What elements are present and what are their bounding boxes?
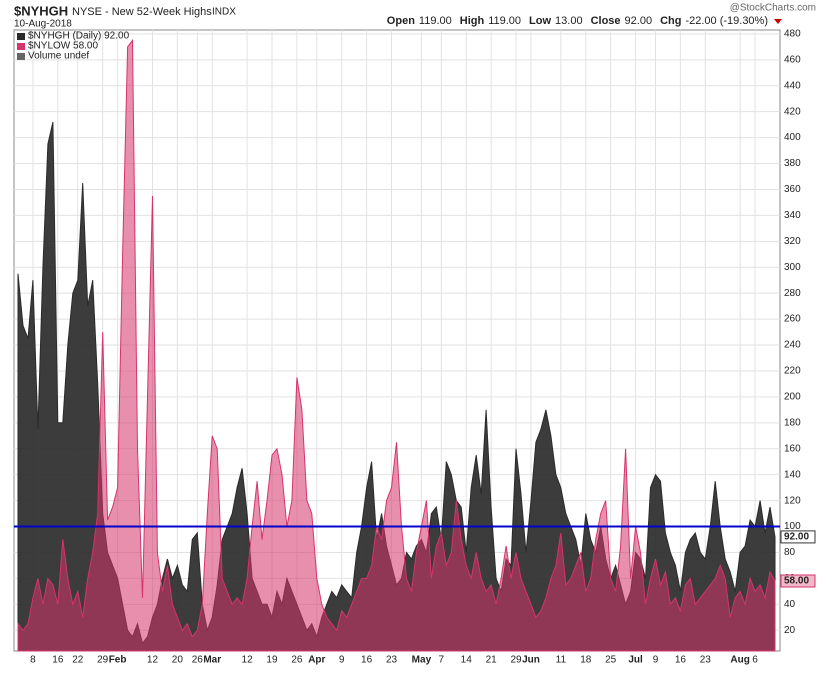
y-tick-label: 120: [784, 495, 801, 506]
legend-swatch: [17, 53, 25, 60]
source: @StockCharts.com: [730, 3, 816, 14]
y-tick-label: 240: [784, 340, 801, 351]
x-tick-label: 23: [386, 655, 398, 666]
x-tick-label: Jul: [628, 655, 643, 666]
x-tick-label: 14: [461, 655, 473, 666]
y-tick-label: 180: [784, 417, 801, 428]
x-tick-label: 18: [580, 655, 592, 666]
quote-label: Low: [529, 15, 551, 27]
x-tick-label: 25: [605, 655, 617, 666]
y-tick-label: 100: [784, 521, 801, 532]
x-tick-label: 11: [556, 655, 567, 666]
y-tick-label: 480: [784, 29, 801, 40]
x-tick-label: Jun: [522, 655, 540, 666]
last-value-label: 58.00: [784, 576, 809, 587]
x-tick-label: 22: [72, 655, 84, 666]
x-tick-label: 16: [675, 655, 687, 666]
y-tick-label: 420: [784, 106, 801, 117]
x-tick-label: 23: [700, 655, 712, 666]
y-tick-label: 280: [784, 288, 801, 299]
x-tick-label: 29: [510, 655, 522, 666]
x-tick-label: 20: [172, 655, 184, 666]
quote-label: Open: [387, 15, 415, 27]
quote-label: High: [460, 15, 485, 27]
x-tick-label: 8: [30, 655, 36, 666]
y-tick-label: 380: [784, 158, 801, 169]
y-tick-label: 400: [784, 132, 801, 143]
legend-swatch: [17, 33, 25, 40]
x-tick-label: Feb: [109, 655, 127, 666]
legend-label: $NYLOW 58.00: [28, 41, 98, 52]
legend-swatch: [17, 43, 25, 50]
x-tick-label: 16: [52, 655, 64, 666]
y-tick-label: 320: [784, 236, 801, 247]
y-tick-label: 200: [784, 392, 801, 403]
symbol: $NYHGH: [14, 3, 68, 18]
quote-value: 92.00: [625, 15, 653, 27]
y-tick-label: 220: [784, 366, 801, 377]
quote-value: 13.00: [555, 15, 583, 27]
y-tick-label: 460: [784, 54, 801, 65]
quote: Open 119.00 High 119.00 Low 13.00 Close 92.00 Ch…: [387, 15, 768, 27]
x-tick-label: 9: [653, 655, 659, 666]
x-tick-label: 26: [192, 655, 204, 666]
y-tick-label: 260: [784, 314, 801, 325]
x-tick-label: 9: [339, 655, 345, 666]
date: 10-Aug-2018: [14, 19, 72, 30]
x-tick-label: 21: [486, 655, 498, 666]
x-tick-label: 16: [361, 655, 373, 666]
last-value-box: [780, 574, 816, 588]
y-tick-label: 140: [784, 469, 801, 480]
legend-label: $NYHGH (Daily) 92.00: [28, 31, 130, 42]
last-value-box: [780, 530, 816, 544]
x-tick-label: Mar: [203, 655, 221, 666]
y-tick-label: 160: [784, 443, 801, 454]
x-tick-label: 7: [439, 655, 445, 666]
quote-value: -22.00 (-19.30%): [685, 15, 768, 27]
y-tick-label: 340: [784, 210, 801, 221]
y-tick-label: 360: [784, 184, 801, 195]
x-tick-label: Apr: [308, 655, 325, 666]
down-arrow: [774, 19, 782, 24]
quote-value: 119.00: [419, 15, 452, 27]
x-tick-label: 29: [97, 655, 109, 666]
y-tick-label: 40: [784, 599, 796, 610]
last-value-label: 92.00: [784, 532, 809, 543]
quote-value: 119.00: [488, 15, 521, 27]
x-tick-label: 12: [147, 655, 159, 666]
area: [17, 38, 776, 652]
quote-label: Chg: [660, 15, 681, 27]
series-name: NYSE - New 52-Week Highs: [72, 6, 212, 18]
x-tick-label: 6: [752, 655, 758, 666]
x-tick-label: May: [412, 655, 432, 666]
x-tick-label: 19: [266, 655, 278, 666]
x-tick-label: 12: [242, 655, 254, 666]
legend-label: Volume undef: [28, 51, 89, 62]
exchange: INDX: [212, 7, 236, 18]
y-tick-label: 440: [784, 80, 801, 91]
y-tick-label: 20: [784, 625, 796, 636]
quote-label: Close: [591, 15, 621, 27]
x-tick-label: 26: [291, 655, 303, 666]
x-tick-label: Aug: [730, 655, 749, 666]
y-tick-label: 300: [784, 262, 801, 273]
y-tick-label: 80: [784, 547, 796, 558]
